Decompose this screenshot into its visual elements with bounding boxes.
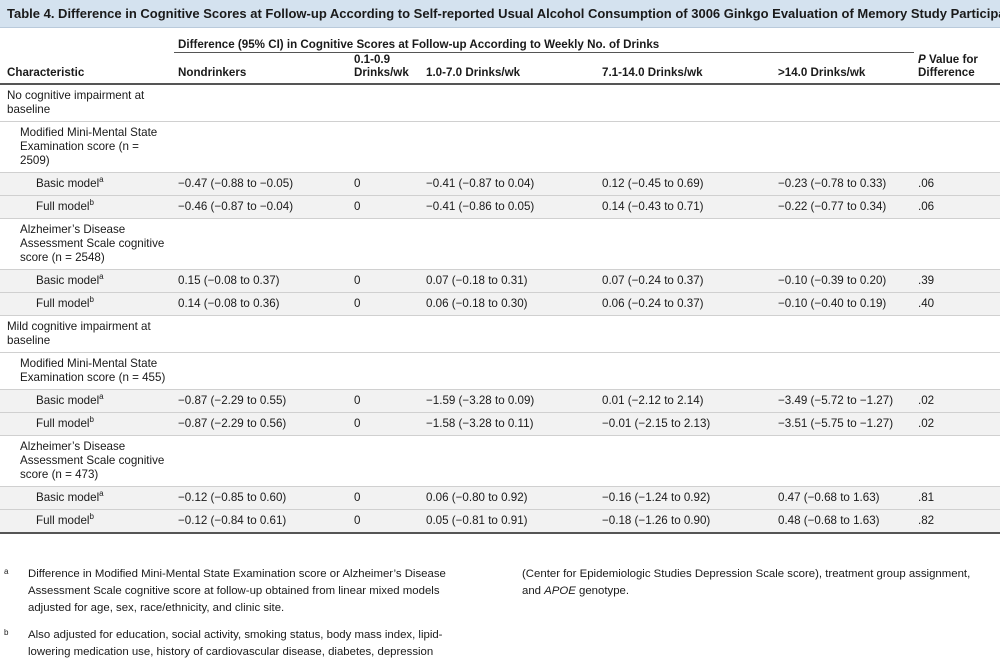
footnote-a: a Difference in Modified Mini-Mental Sta…	[4, 567, 446, 614]
cell-value: −0.87 (−2.29 to 0.56)	[174, 412, 350, 436]
header-7-1-14-0: 7.1-14.0 Drinks/wk	[602, 66, 703, 79]
cell-value: 0	[350, 195, 422, 219]
cell-value: 0.06 (−0.80 to 0.92)	[422, 486, 598, 510]
cell-value: .06	[914, 195, 1000, 219]
column-group-header: Difference (95% CI) in Cognitive Scores …	[174, 28, 914, 53]
cell-value: .40	[914, 292, 1000, 316]
row-label: Full modelb	[0, 195, 174, 219]
row-label: No cognitive impairment at baseline	[7, 89, 145, 116]
cell-value: −3.49 (−5.72 to −1.27)	[774, 389, 914, 413]
cell-value: 0	[350, 486, 422, 510]
header-gt-14-0: >14.0 Drinks/wk	[778, 66, 866, 79]
table-row: Basic modela −0.47 (−0.88 to −0.05) 0 −0.41…	[0, 172, 1000, 196]
cell-value: .02	[914, 412, 1000, 436]
cell-value: 0.06 (−0.24 to 0.37)	[598, 292, 774, 316]
header-characteristic: Characteristic	[7, 66, 85, 79]
header-p-value: P Value for Difference	[918, 53, 978, 79]
cell-value: 0.14 (−0.43 to 0.71)	[598, 195, 774, 219]
cell-value: −0.23 (−0.78 to 0.33)	[774, 172, 914, 196]
footnote-b: b Also adjusted for education, social ac…	[4, 628, 443, 658]
cell-value: 0	[350, 509, 422, 533]
cell-value: 0	[350, 292, 422, 316]
cell-value: −0.18 (−1.26 to 0.90)	[598, 509, 774, 533]
table-row: Basic modela −0.87 (−2.29 to 0.55) 0 −1.59 …	[0, 389, 1000, 413]
table-body: No cognitive impairment at baseline Modif…	[0, 84, 1000, 533]
row-label: Basic modela	[0, 486, 174, 510]
cell-value: −0.47 (−0.88 to −0.05)	[174, 172, 350, 196]
cell-value: 0.15 (−0.08 to 0.37)	[174, 269, 350, 293]
row-label: Alzheimer’s Disease Assessment Scale cog…	[20, 440, 165, 481]
row-label: Alzheimer’s Disease Assessment Scale cog…	[20, 223, 165, 264]
cell-value: 0.05 (−0.81 to 0.91)	[422, 509, 598, 533]
footnote-b-continued: (Center for Epidemiologic Studies Depres…	[522, 568, 971, 597]
cell-value: 0	[350, 389, 422, 413]
cell-value: .81	[914, 486, 1000, 510]
cell-value: −0.41 (−0.86 to 0.05)	[422, 195, 598, 219]
row-label: Modified Mini-Mental State Examination s…	[20, 126, 158, 167]
row-label: Full modelb	[0, 292, 174, 316]
row-label: Mild cognitive impairment at baseline	[7, 320, 151, 347]
cell-value: 0.01 (−2.12 to 2.14)	[598, 389, 774, 413]
row-label: Full modelb	[0, 509, 174, 533]
cell-value: 0.06 (−0.18 to 0.30)	[422, 292, 598, 316]
table-row: Full modelb 0.14 (−0.08 to 0.36) 0 0.06 (−0…	[0, 292, 1000, 316]
table-row: Full modelb −0.87 (−2.29 to 0.56) 0 −1.58 (…	[0, 412, 1000, 436]
cell-value: −3.51 (−5.75 to −1.27)	[774, 412, 914, 436]
table-row: Basic modela −0.12 (−0.85 to 0.60) 0 0.06 (…	[0, 486, 1000, 510]
header-0-1-0-9: 0.1-0.9 Drinks/wk	[354, 53, 409, 79]
row-label: Basic modela	[0, 269, 174, 293]
section-row: Alzheimer’s Disease Assessment Scale cog…	[0, 219, 1000, 270]
cell-value: 0.12 (−0.45 to 0.69)	[598, 172, 774, 196]
section-row: Alzheimer’s Disease Assessment Scale cog…	[0, 436, 1000, 487]
cell-value: 0	[350, 172, 422, 196]
cell-value: 0.48 (−0.68 to 1.63)	[774, 509, 914, 533]
row-label: Basic modela	[0, 172, 174, 196]
cell-value: .82	[914, 509, 1000, 533]
cell-value: −0.10 (−0.39 to 0.20)	[774, 269, 914, 293]
table-row: Full modelb −0.12 (−0.84 to 0.61) 0 0.05 (−…	[0, 509, 1000, 533]
header-nondrinkers: Nondrinkers	[178, 66, 247, 79]
cell-value: .02	[914, 389, 1000, 413]
cell-value: 0.07 (−0.18 to 0.31)	[422, 269, 598, 293]
cell-value: .06	[914, 172, 1000, 196]
cell-value: −0.12 (−0.85 to 0.60)	[174, 486, 350, 510]
cell-value: 0	[350, 412, 422, 436]
section-row: No cognitive impairment at baseline	[0, 84, 1000, 122]
cell-value: −1.59 (−3.28 to 0.09)	[422, 389, 598, 413]
row-label: Basic modela	[0, 389, 174, 413]
row-label: Full modelb	[0, 412, 174, 436]
row-label: Modified Mini-Mental State Examination s…	[20, 357, 166, 384]
section-row: Modified Mini-Mental State Examination s…	[0, 122, 1000, 173]
cell-value: −0.46 (−0.87 to −0.04)	[174, 195, 350, 219]
cell-value: −0.16 (−1.24 to 0.92)	[598, 486, 774, 510]
cell-value: 0.07 (−0.24 to 0.37)	[598, 269, 774, 293]
results-table: Difference (95% CI) in Cognitive Scores …	[0, 28, 1000, 534]
cell-value: .39	[914, 269, 1000, 293]
cell-value: 0.14 (−0.08 to 0.36)	[174, 292, 350, 316]
cell-value: −0.41 (−0.87 to 0.04)	[422, 172, 598, 196]
cell-value: 0	[350, 269, 422, 293]
cell-value: −1.58 (−3.28 to 0.11)	[422, 412, 598, 436]
cell-value: −0.12 (−0.84 to 0.61)	[174, 509, 350, 533]
section-row: Modified Mini-Mental State Examination s…	[0, 353, 1000, 390]
table-row: Full modelb −0.46 (−0.87 to −0.04) 0 −0.41 …	[0, 195, 1000, 219]
header-1-0-7-0: 1.0-7.0 Drinks/wk	[426, 66, 521, 79]
table-row: Basic modela 0.15 (−0.08 to 0.37) 0 0.07 (−…	[0, 269, 1000, 293]
cell-value: 0.47 (−0.68 to 1.63)	[774, 486, 914, 510]
cell-value: −0.01 (−2.15 to 2.13)	[598, 412, 774, 436]
table-title: Table 4. Difference in Cognitive Scores …	[0, 0, 1000, 28]
cell-value: −0.22 (−0.77 to 0.34)	[774, 195, 914, 219]
cell-value: −0.87 (−2.29 to 0.55)	[174, 389, 350, 413]
cell-value: −0.10 (−0.40 to 0.19)	[774, 292, 914, 316]
section-row: Mild cognitive impairment at baseline	[0, 316, 1000, 353]
